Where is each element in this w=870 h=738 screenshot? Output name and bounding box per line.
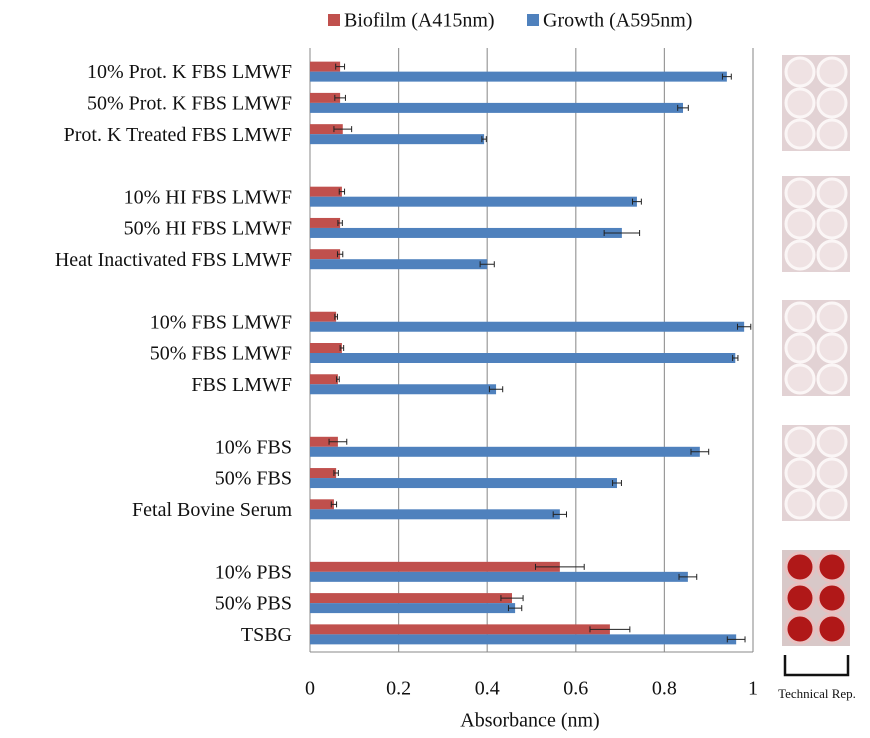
- legend-swatch: [328, 14, 340, 26]
- well: [818, 584, 846, 612]
- x-tick-label: 0.4: [475, 678, 500, 700]
- bar: [310, 509, 560, 519]
- bar: [310, 343, 342, 353]
- legend-label: Biofilm (A415nm): [344, 10, 495, 32]
- bar: [310, 312, 336, 322]
- y-tick-label: 10% HI FBS LMWF: [124, 186, 292, 208]
- bar: [310, 562, 560, 572]
- bracket: [785, 655, 848, 675]
- well: [786, 303, 814, 331]
- well: [786, 428, 814, 456]
- well: [818, 615, 846, 643]
- well: [818, 303, 846, 331]
- x-tick-label: 1: [748, 678, 758, 700]
- well: [786, 58, 814, 86]
- bar: [310, 374, 338, 384]
- well: [818, 210, 846, 238]
- well: [818, 334, 846, 362]
- well: [786, 490, 814, 518]
- well: [818, 365, 846, 393]
- bar: [310, 634, 736, 644]
- bar: [310, 593, 512, 603]
- bar: [310, 468, 336, 478]
- well: [818, 120, 846, 148]
- x-tick-label: 0.6: [563, 678, 588, 700]
- well: [818, 459, 846, 487]
- well: [786, 584, 814, 612]
- bar: [310, 72, 727, 82]
- well: [786, 241, 814, 269]
- well: [786, 553, 814, 581]
- bar: [310, 103, 683, 113]
- y-tick-label: 10% FBS: [215, 436, 292, 458]
- y-tick-label: Fetal Bovine Serum: [132, 499, 292, 521]
- well: [786, 179, 814, 207]
- well: [818, 89, 846, 117]
- well: [818, 490, 846, 518]
- x-tick-label: 0.2: [386, 678, 411, 700]
- page: Technical Rep. Absorbance (nm) 0 0.2 0.4 0.…: [0, 0, 870, 738]
- well: [818, 58, 846, 86]
- bar: [310, 384, 496, 394]
- y-tick-label: 50% FBS: [215, 468, 292, 490]
- y-tick-label: 10% PBS: [215, 561, 292, 583]
- y-tick-label: 10% Prot. K FBS LMWF: [87, 61, 292, 83]
- well: [786, 365, 814, 393]
- bar: [310, 259, 487, 269]
- bar: [310, 353, 735, 363]
- bar: [310, 187, 342, 197]
- bar: [310, 603, 515, 613]
- bar: [310, 447, 700, 457]
- well: [786, 120, 814, 148]
- y-tick-label: 50% PBS: [215, 593, 292, 615]
- well: [786, 334, 814, 362]
- well: [786, 615, 814, 643]
- well: [818, 428, 846, 456]
- well: [786, 89, 814, 117]
- bar: [310, 572, 688, 582]
- x-axis-label: Absorbance (nm): [460, 710, 599, 732]
- error-bar: [335, 314, 338, 320]
- y-tick-label: 50% Prot. K FBS LMWF: [87, 92, 292, 114]
- well: [818, 179, 846, 207]
- plates: [782, 55, 850, 646]
- bar: [310, 134, 484, 144]
- bar: [310, 322, 744, 332]
- y-tick-label: Heat Inactivated FBS LMWF: [55, 249, 292, 271]
- well: [818, 553, 846, 581]
- y-tick-label: FBS LMWF: [191, 374, 292, 396]
- well: [786, 459, 814, 487]
- y-tick-label: 50% HI FBS LMWF: [124, 218, 292, 240]
- chart: Technical Rep. Absorbance (nm) 0 0.2 0.4 0.…: [0, 0, 870, 738]
- annotation: Technical Rep.: [778, 686, 856, 701]
- y-tick-label: 10% FBS LMWF: [150, 311, 292, 333]
- legend-swatch: [527, 14, 539, 26]
- y-tick-label: Prot. K Treated FBS LMWF: [64, 124, 292, 146]
- well: [786, 210, 814, 238]
- legend-label: Growth (A595nm): [543, 10, 692, 32]
- bar: [310, 624, 610, 634]
- bar: [310, 197, 637, 207]
- bar: [310, 499, 334, 509]
- well: [818, 241, 846, 269]
- bar: [310, 249, 340, 259]
- y-tick-label: 50% FBS LMWF: [150, 343, 292, 365]
- bar: [310, 218, 340, 228]
- bar: [310, 478, 617, 488]
- y-tick-label: TSBG: [241, 624, 292, 646]
- x-tick-label: 0.8: [652, 678, 677, 700]
- x-tick-label: 0: [305, 678, 315, 700]
- bar: [310, 228, 622, 238]
